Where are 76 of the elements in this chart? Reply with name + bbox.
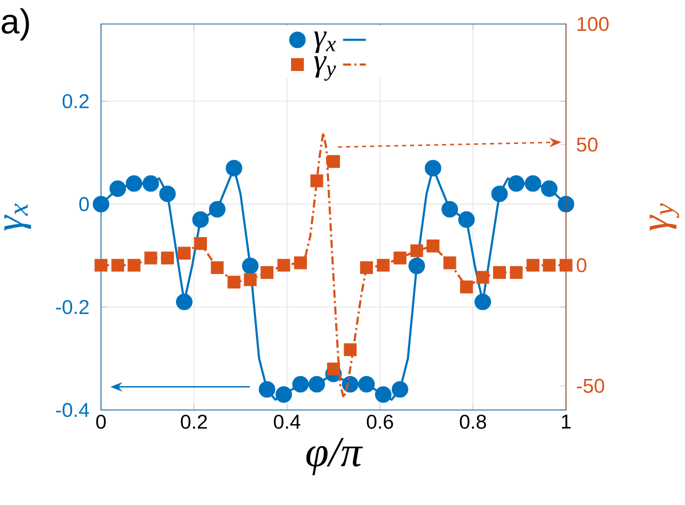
point	[94, 258, 108, 272]
point	[491, 186, 508, 202]
point	[358, 376, 375, 393]
point	[310, 174, 324, 188]
point	[226, 160, 242, 176]
point	[493, 266, 506, 279]
point	[159, 186, 176, 202]
x-tick-label: 0.2	[180, 414, 207, 429]
point	[194, 237, 207, 250]
point	[176, 294, 193, 310]
point	[178, 246, 191, 260]
point	[144, 252, 158, 264]
point	[540, 180, 558, 197]
point	[142, 175, 160, 192]
x-axis-title: φ/π	[306, 438, 363, 476]
point	[376, 258, 390, 272]
y2-tick-label: -50	[576, 378, 604, 393]
y-tick-label: -0.4	[56, 402, 90, 418]
x-tick-label: 0	[96, 414, 106, 429]
point	[542, 258, 556, 272]
point	[275, 386, 292, 403]
x-tick-label: 0.8	[460, 414, 486, 429]
y-axis-title: γ$_{x}$	[4, 203, 32, 231]
point	[410, 244, 424, 258]
point	[360, 261, 373, 274]
y2-tick-label: 50	[576, 138, 598, 152]
point	[458, 211, 475, 228]
point	[460, 280, 473, 294]
x-tick-label: 1	[562, 414, 571, 428]
point	[424, 160, 442, 176]
point	[228, 276, 240, 289]
point	[508, 175, 525, 192]
point	[327, 155, 340, 168]
y2-tick-label: 0	[576, 258, 586, 272]
point	[242, 258, 259, 274]
point	[277, 258, 290, 272]
point	[308, 376, 326, 393]
point	[408, 258, 426, 274]
point	[294, 256, 307, 270]
point	[109, 180, 126, 197]
point	[111, 258, 124, 272]
point	[344, 343, 357, 356]
x-tick-label: 0.6	[366, 414, 394, 429]
point	[392, 381, 408, 398]
point	[426, 240, 440, 252]
point	[292, 376, 309, 393]
point	[192, 211, 209, 228]
point	[443, 256, 456, 270]
x-tick-label: 0.4	[274, 414, 300, 429]
y-tick-label: 0.2	[62, 94, 89, 108]
point	[126, 175, 142, 192]
y2-axis-title: γ$_{y}$	[650, 203, 680, 231]
point	[258, 381, 276, 398]
point	[92, 196, 110, 212]
legend-label: γ$_{y}$	[314, 56, 336, 81]
text: a)	[2, 8, 29, 41]
point	[476, 270, 490, 284]
point	[474, 294, 492, 310]
point	[441, 201, 458, 218]
y-tick-label: 0	[79, 197, 89, 212]
point	[374, 386, 392, 403]
point	[128, 258, 140, 272]
point	[161, 252, 174, 264]
point	[244, 273, 257, 286]
legend-label: γ$_{x}$	[314, 32, 336, 54]
point	[260, 266, 274, 279]
point	[558, 196, 574, 212]
point	[510, 266, 523, 279]
y-tick-label: -0.2	[56, 300, 89, 314]
y2-tick-label: 100	[578, 16, 609, 32]
point	[394, 252, 406, 264]
point	[526, 258, 540, 272]
point	[208, 201, 226, 218]
point	[560, 258, 572, 272]
point	[210, 261, 224, 274]
point	[524, 175, 542, 192]
